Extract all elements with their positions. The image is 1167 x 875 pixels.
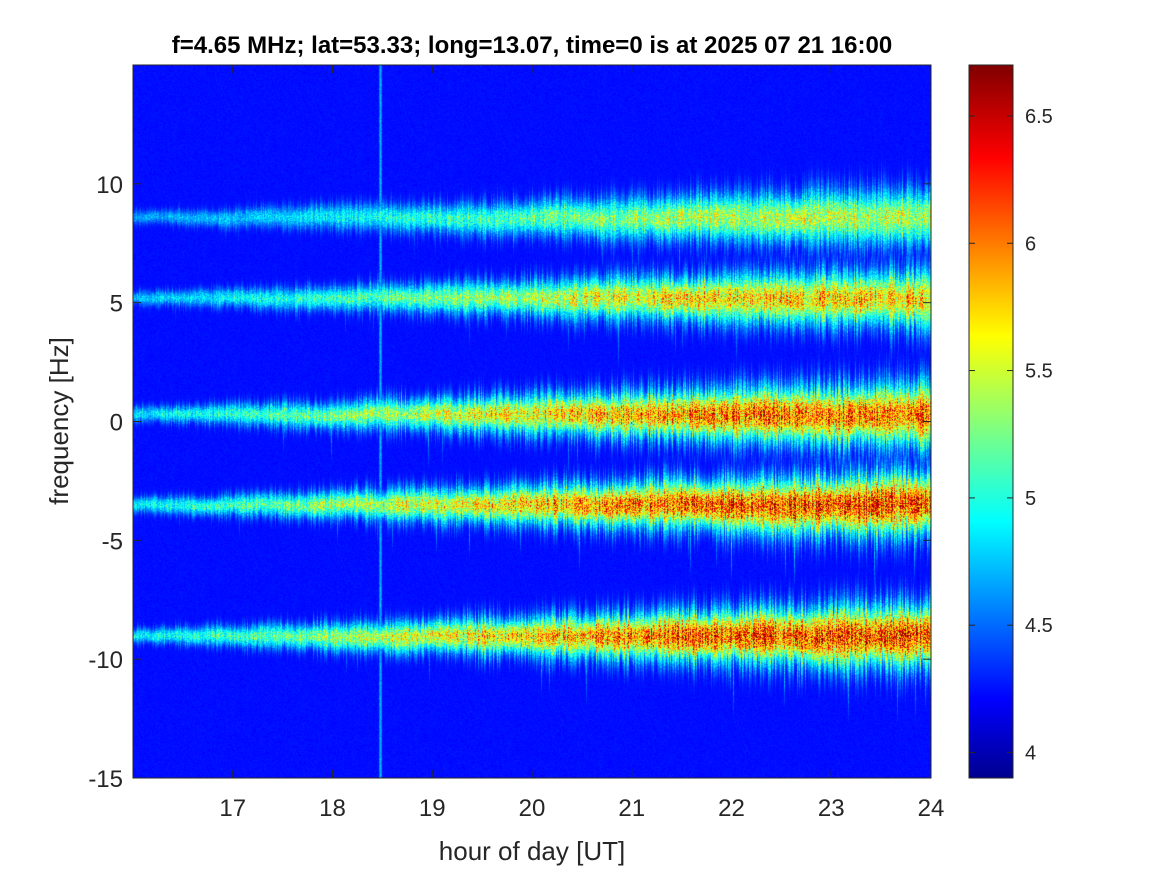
- x-tick-label: 18: [319, 795, 346, 822]
- colorbar-tick-label: 5: [1025, 488, 1036, 510]
- y-tick-label: 0: [110, 410, 123, 437]
- x-tick-label: 23: [818, 795, 845, 822]
- x-tick-label: 20: [519, 795, 546, 822]
- x-tick-label: 19: [419, 795, 446, 822]
- colorbar-tick-label: 4: [1025, 743, 1036, 765]
- colorbar-ticks: 4 4.5 5 5.5 6 6.5: [969, 106, 1053, 765]
- colorbar-tick-label: 4.5: [1025, 615, 1053, 637]
- x-tick-label: 21: [618, 795, 645, 822]
- y-axis-label: frequency [Hz]: [44, 337, 74, 505]
- colorbar-tick-label: 5.5: [1025, 361, 1053, 383]
- y-tick-label: 10: [96, 172, 123, 199]
- y-tick-label: -10: [88, 647, 123, 674]
- x-axis-label: hour of day [UT]: [439, 836, 625, 866]
- y-tick-label: -15: [88, 766, 123, 793]
- chart-title: f=4.65 MHz; lat=53.33; long=13.07, time=…: [172, 32, 892, 59]
- y-axis: -15 -10 -5 0 5 10: [88, 172, 931, 793]
- x-tick-label: 17: [219, 795, 246, 822]
- y-tick-label: 5: [110, 291, 123, 318]
- x-axis: 17 18 19 20 21 22 23 24: [219, 65, 944, 822]
- y-tick-label: -5: [102, 528, 123, 555]
- colorbar: [968, 64, 1014, 779]
- colorbar-tick-label: 6: [1025, 233, 1036, 255]
- x-tick-label: 24: [918, 795, 945, 822]
- x-tick-label: 22: [718, 795, 745, 822]
- colorbar-tick-label: 6.5: [1025, 106, 1053, 128]
- spectrogram-image: [133, 65, 931, 778]
